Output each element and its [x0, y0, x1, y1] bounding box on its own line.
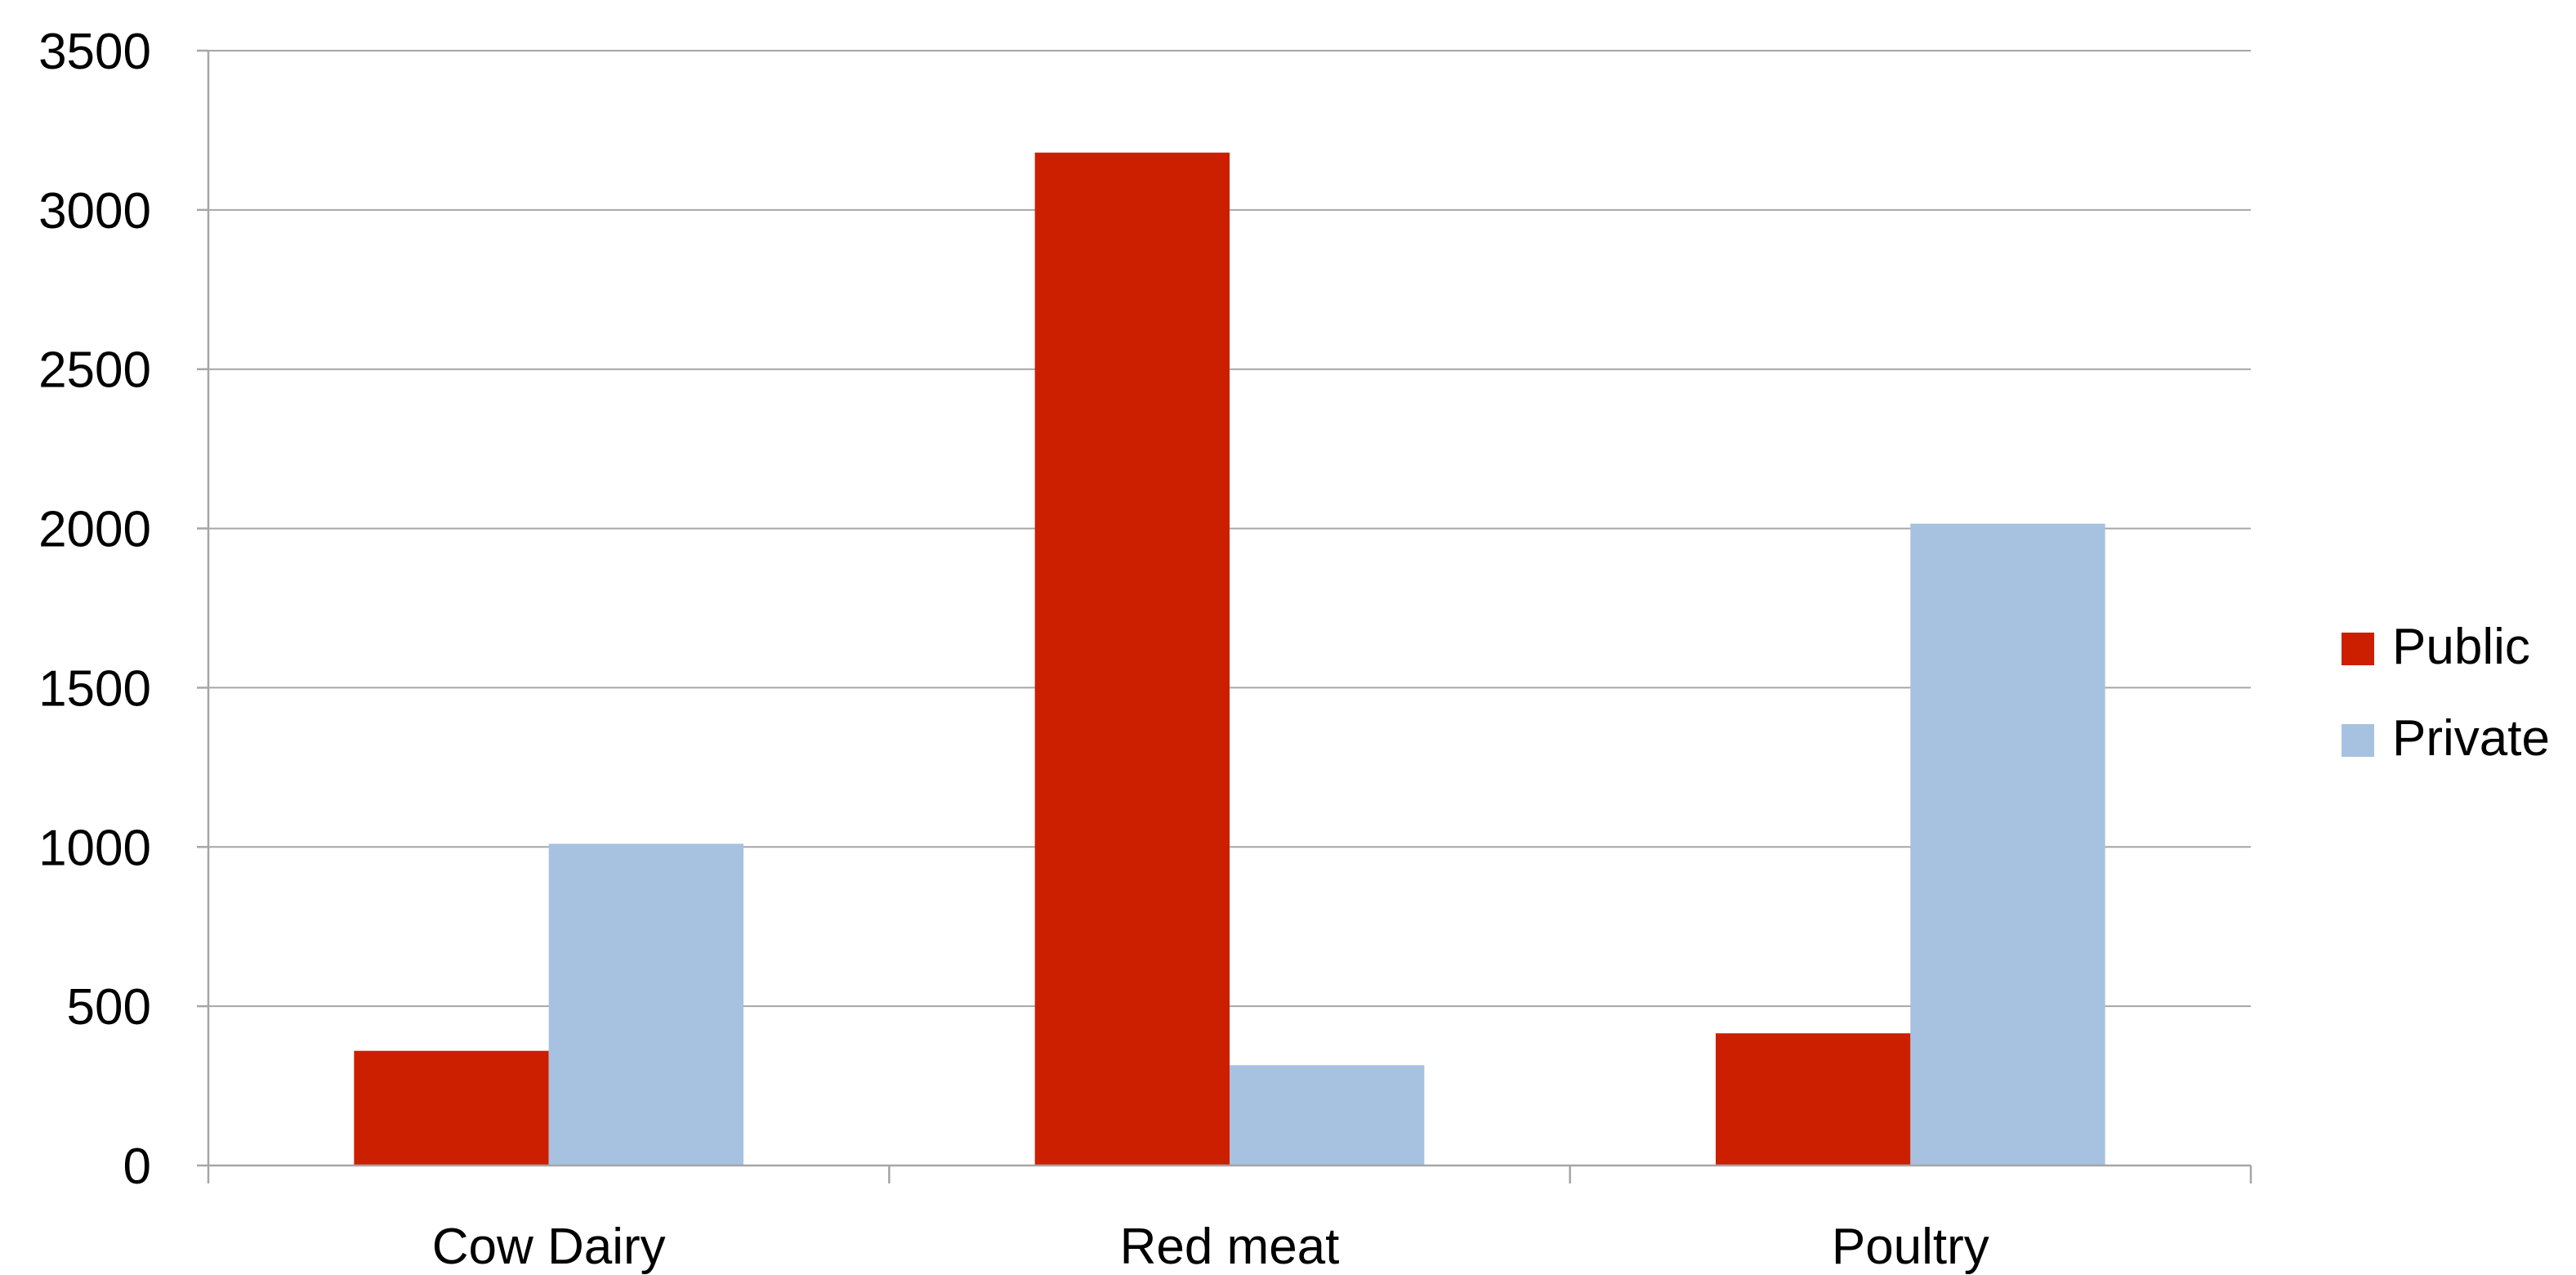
legend-label-private: Private: [2392, 710, 2550, 767]
y-tick-label: 0: [123, 1139, 151, 1195]
y-tick-label: 3500: [38, 24, 151, 80]
y-axis-tick-labels: 0 500 1000 1500 2000 2500 3000 3500: [38, 24, 151, 1195]
bar-private-poultry: [1910, 523, 2105, 1165]
y-tick-label: 1000: [38, 820, 151, 876]
y-tick-label: 2500: [38, 342, 151, 399]
y-tick-label: 2000: [38, 502, 151, 558]
y-tick-label: 1500: [38, 660, 151, 717]
bar-public-cow-dairy: [354, 1050, 549, 1165]
x-tick-label: Poultry: [1832, 1219, 1989, 1275]
bars: [354, 152, 2105, 1165]
axes: [197, 49, 2252, 1183]
legend-label-public: Public: [2392, 619, 2530, 675]
bar-private-red-meat: [1230, 1065, 1425, 1165]
y-tick-label: 3000: [38, 183, 151, 239]
x-tick-label: Red meat: [1120, 1219, 1340, 1275]
x-axis-tick-labels: Cow Dairy Red meat Poultry: [432, 1219, 1989, 1275]
x-tick-label: Cow Dairy: [432, 1219, 666, 1275]
y-tick-label: 500: [67, 979, 151, 1036]
legend-swatch-private: [2342, 724, 2374, 757]
bar-public-red-meat: [1034, 152, 1230, 1165]
legend: Public Private: [2342, 619, 2550, 767]
legend-swatch-public: [2342, 633, 2374, 665]
bar-private-cow-dairy: [548, 843, 743, 1165]
bar-public-poultry: [1716, 1033, 1911, 1165]
